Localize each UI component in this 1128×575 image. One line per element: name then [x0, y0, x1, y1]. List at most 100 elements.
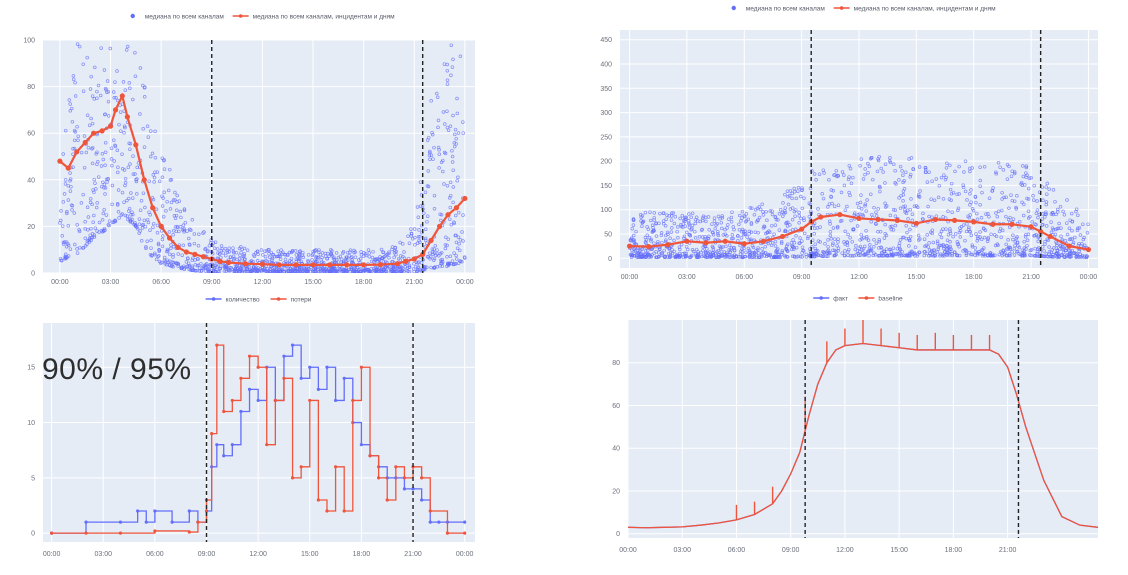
scatter-point [1007, 225, 1012, 230]
scatter-point [381, 259, 386, 264]
scatter-point [425, 184, 430, 188]
scatter-point [1024, 247, 1028, 251]
series-point [200, 254, 206, 260]
scatter-point [284, 268, 288, 273]
scatter-point [957, 192, 961, 196]
scatter-point [133, 50, 137, 55]
scatter-point [90, 235, 95, 240]
scatter-point [816, 207, 820, 211]
series-point [333, 398, 338, 403]
scatter-point [772, 255, 776, 259]
scatter-point [668, 236, 672, 241]
scatter-point [116, 188, 121, 192]
scatter-point [650, 223, 655, 228]
scatter-point [693, 229, 697, 234]
scatter-point [774, 250, 778, 255]
scatter-point [961, 183, 965, 187]
scatter-point [328, 270, 333, 273]
scatter-point [783, 210, 788, 215]
scatter-point [1012, 199, 1017, 203]
scatter-point [357, 258, 361, 262]
scatter-point [729, 215, 734, 220]
scatter-point [1034, 233, 1038, 237]
y-tick-label: 60 [27, 131, 35, 138]
scatter-point [98, 93, 103, 98]
scatter-point [867, 253, 871, 258]
scatter-point [406, 234, 410, 239]
scatter-point [131, 97, 135, 102]
scatter-point [881, 253, 885, 258]
scatter-point [784, 248, 789, 252]
scatter-point [719, 220, 724, 225]
scatter-point [672, 221, 677, 226]
scatter-point [161, 214, 166, 219]
scatter-point [802, 231, 807, 236]
series-point [158, 223, 164, 229]
scatter-point [1084, 255, 1089, 260]
scatter-point [864, 209, 868, 213]
scatter-point [397, 265, 402, 269]
series-point [1047, 233, 1053, 240]
scatter-point [876, 207, 880, 211]
scatter-point [934, 177, 939, 181]
scatter-point [149, 129, 153, 133]
y-tick-label: 5 [31, 475, 35, 482]
legend-label: baseline [878, 295, 903, 302]
x-tick-label: 12:00 [836, 547, 854, 554]
scatter-point [863, 202, 868, 206]
scatter-point [853, 247, 858, 252]
scatter-point [807, 201, 812, 205]
scatter-point [975, 217, 980, 222]
scatter-point [96, 83, 101, 88]
scatter-point [369, 267, 373, 271]
scatter-point [106, 99, 111, 104]
scatter-point [452, 262, 456, 267]
scatter-point [849, 218, 853, 223]
scatter-point [786, 202, 791, 207]
scatter-point [790, 196, 794, 201]
scatter-point [748, 249, 752, 254]
scatter-point [958, 228, 963, 233]
scatter-point [965, 198, 969, 202]
x-tick-label: 06:00 [146, 551, 164, 558]
x-tick-label: 03:00 [678, 274, 696, 281]
scatter-point [454, 257, 459, 261]
scatter-point [63, 252, 68, 257]
scatter-point [428, 251, 432, 255]
scatter-point [1043, 240, 1047, 244]
scatter-point [362, 267, 367, 272]
scatter-point [127, 196, 131, 201]
scatter-point [983, 228, 988, 232]
scatter-point [1049, 220, 1053, 224]
scatter-point [123, 181, 128, 185]
scatter-point [452, 221, 456, 225]
scatter-point [171, 233, 175, 237]
scatter-point [898, 164, 903, 169]
scatter-point [632, 241, 637, 246]
scatter-point [866, 251, 870, 255]
scatter-point [156, 242, 161, 247]
scatter-point [973, 253, 977, 258]
scatter-point [961, 223, 966, 227]
scatter-point [918, 189, 922, 193]
legend-label: медиана по всем каналам, инцидентам и дн… [253, 13, 395, 20]
scatter-point [458, 259, 462, 263]
scatter-point [423, 227, 428, 231]
scatter-point [828, 230, 833, 234]
scatter-point [968, 203, 972, 207]
scatter-point [989, 253, 993, 258]
scatter-point [865, 198, 869, 202]
series-point [210, 432, 214, 436]
scatter-point [663, 239, 668, 244]
scatter-point [1062, 213, 1067, 217]
scatter-point [867, 164, 872, 169]
scatter-point [927, 214, 931, 219]
scatter-point [1070, 251, 1074, 256]
scatter-point [128, 147, 132, 151]
scatter-point [1061, 250, 1066, 255]
scatter-point [131, 196, 135, 200]
scatter-point [1065, 232, 1070, 237]
scatter-point [930, 179, 934, 183]
scatter-point [113, 144, 118, 149]
scatter-point [857, 212, 862, 216]
